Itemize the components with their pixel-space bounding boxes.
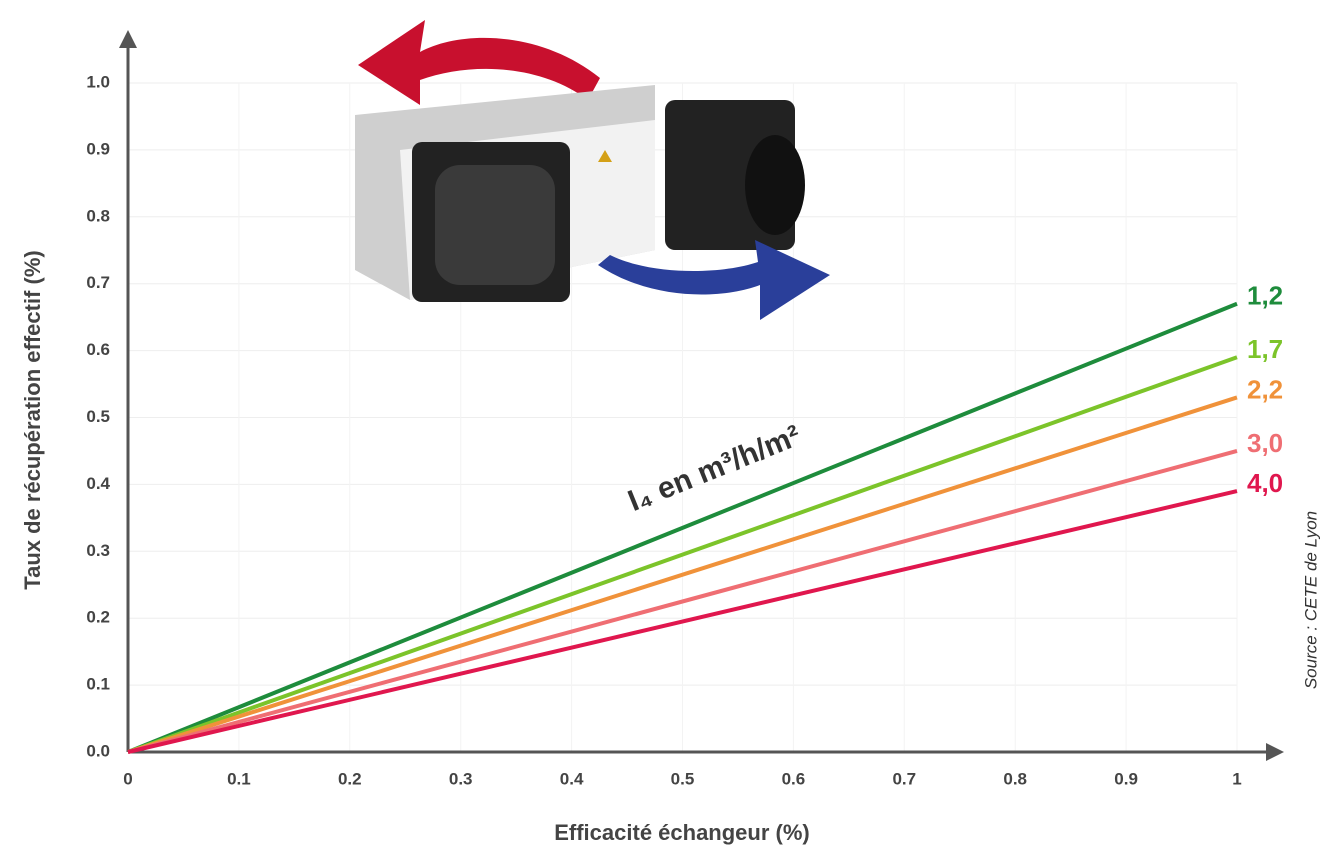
y-tick-label: 0.3 [86, 541, 110, 560]
y-tick-label: 0.7 [86, 273, 110, 292]
y-tick-label: 0.6 [86, 340, 110, 359]
x-tick-label: 0.2 [338, 769, 362, 788]
y-tick-label: 0.2 [86, 608, 110, 627]
x-tick-label: 0 [123, 769, 132, 788]
duct [745, 135, 805, 235]
y-axis-label: Taux de récupération effectif (%) [20, 250, 45, 589]
x-tick-label: 1 [1232, 769, 1241, 788]
y-tick-label: 0.8 [86, 206, 110, 225]
x-tick-label: 0.1 [227, 769, 251, 788]
annotation: I₄ en m³/h/m² [624, 419, 806, 518]
legend-label: 1,7 [1247, 334, 1283, 364]
x-tick-label: 0.7 [892, 769, 916, 788]
legend-label: 4,0 [1247, 468, 1283, 498]
x-tick-label: 0.4 [560, 769, 584, 788]
x-axis-label: Efficacité échangeur (%) [554, 820, 810, 845]
x-tick-label: 0.5 [671, 769, 695, 788]
x-tick-label: 0.6 [782, 769, 806, 788]
y-tick-label: 1.0 [86, 72, 110, 91]
chart: Taux de récupération effectif (%) Effica… [0, 0, 1335, 861]
source: Source : CETE de Lyon [1301, 511, 1320, 689]
legend-label: 1,2 [1247, 281, 1283, 311]
x-axis-arrow [1266, 743, 1284, 761]
y-axis-arrow [119, 30, 137, 48]
red-arrow [358, 20, 600, 105]
y-tick-label: 0.1 [86, 675, 110, 694]
y-tick-label: 0.0 [86, 741, 110, 760]
legend-label: 3,0 [1247, 428, 1283, 458]
y-tick-label: 0.4 [86, 474, 110, 493]
x-tick-label: 0.9 [1114, 769, 1138, 788]
y-tick-label: 0.5 [86, 407, 110, 426]
x-tick-label: 0.3 [449, 769, 473, 788]
legend-label: 2,2 [1247, 374, 1283, 404]
port-left-inner [435, 165, 555, 285]
device-illustration [355, 20, 830, 320]
x-tick-label: 0.8 [1003, 769, 1027, 788]
y-tick-label: 0.9 [86, 139, 110, 158]
